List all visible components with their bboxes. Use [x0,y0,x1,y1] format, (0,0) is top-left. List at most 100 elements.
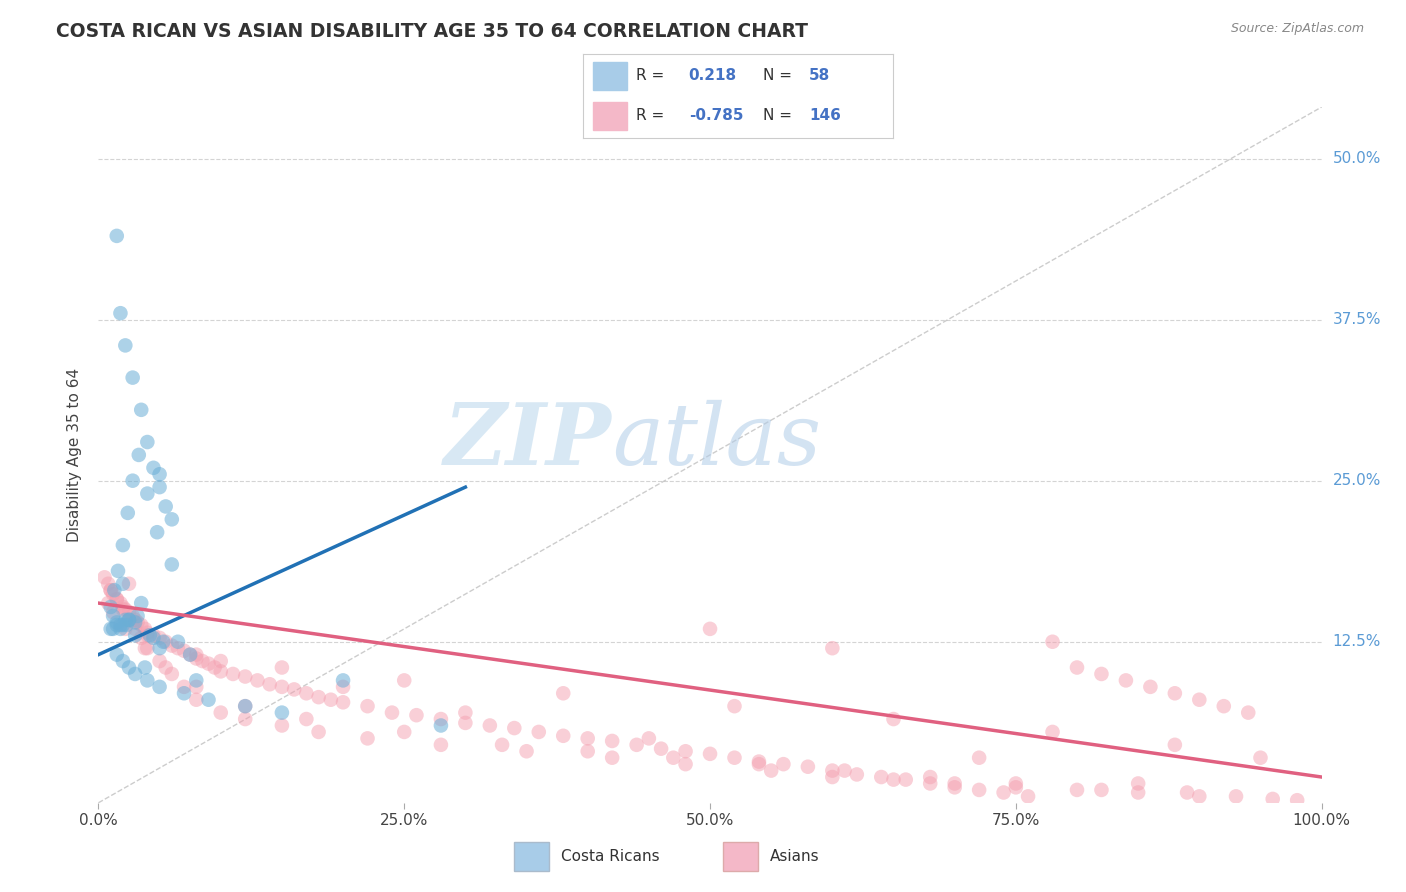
Costa Ricans [124,667,146,681]
Asians [1004,776,1026,790]
Asians [576,744,599,758]
FancyBboxPatch shape [593,102,627,130]
Asians [637,731,661,746]
Asians [136,628,159,642]
Costa Ricans [128,448,150,462]
Asians [121,609,143,624]
Costa Ricans [105,228,128,243]
Asians [883,772,905,787]
Asians [1139,680,1161,694]
Asians [699,747,721,761]
Asians [124,613,146,627]
Costa Ricans [111,538,134,552]
Text: -0.785: -0.785 [689,108,744,123]
Costa Ricans [146,525,169,540]
Asians [209,665,232,679]
Costa Ricans [430,718,453,732]
Asians [650,741,672,756]
Asians [114,622,136,636]
Asians [149,631,172,645]
Asians [111,602,134,616]
Costa Ricans [155,500,177,514]
Costa Ricans [160,512,183,526]
Asians [1042,634,1064,648]
Asians [967,783,990,797]
Costa Ricans [101,622,124,636]
Asians [920,770,942,784]
Costa Ricans [136,435,159,450]
Costa Ricans [105,615,128,630]
Costa Ricans [101,609,124,624]
Asians [870,770,893,784]
Costa Ricans [118,613,141,627]
Asians [1128,785,1150,799]
FancyBboxPatch shape [723,842,758,871]
Asians [308,690,330,705]
Asians [430,738,453,752]
Text: R =: R = [636,69,664,84]
Asians [197,657,219,671]
Text: 25.0%: 25.0% [1333,473,1381,488]
Asians [179,648,201,662]
Asians [454,715,477,730]
Asians [392,725,416,739]
Asians [821,641,844,656]
FancyBboxPatch shape [515,842,550,871]
Asians [173,680,195,694]
Asians [1090,667,1112,681]
Asians [186,692,208,706]
Costa Ricans [121,474,143,488]
Asians [405,708,427,723]
Costa Ricans [167,634,190,648]
Asians [124,622,146,636]
Asians [503,721,526,735]
Asians [233,699,256,714]
Asians [160,639,183,653]
Asians [308,725,330,739]
Text: R =: R = [636,108,664,123]
Costa Ricans [115,618,138,632]
Asians [259,677,281,691]
Asians [1261,792,1284,806]
Costa Ricans [124,628,146,642]
Costa Ricans [118,613,141,627]
Costa Ricans [114,338,136,352]
Costa Ricans [129,596,152,610]
Asians [772,757,794,772]
Text: atlas: atlas [612,400,821,483]
Asians [1212,699,1234,714]
Asians [883,712,905,726]
Costa Ricans [111,654,134,668]
Costa Ricans [136,486,159,500]
Asians [149,654,172,668]
Text: Costa Ricans: Costa Ricans [561,849,659,863]
Asians [516,744,538,758]
Costa Ricans [103,583,125,598]
Text: Asians: Asians [770,849,820,863]
Asians [845,767,868,781]
Costa Ricans [142,631,165,645]
Costa Ricans [127,609,149,624]
Asians [553,729,575,743]
Text: 0.218: 0.218 [689,69,737,84]
Asians [118,576,141,591]
Asians [246,673,269,688]
Costa Ricans [149,641,172,656]
Asians [186,680,208,694]
Text: N =: N = [763,69,792,84]
Asians [111,599,134,614]
Asians [110,596,132,610]
Costa Ricans [121,370,143,384]
Asians [155,634,177,648]
Costa Ricans [173,686,195,700]
Asians [1175,785,1198,799]
Asians [173,644,195,658]
Asians [491,738,513,752]
Asians [1115,673,1137,688]
Costa Ricans [100,622,122,636]
Asians [100,583,122,598]
Costa Ricans [149,467,172,482]
Asians [662,750,685,764]
Text: 146: 146 [810,108,841,123]
Asians [93,570,115,584]
